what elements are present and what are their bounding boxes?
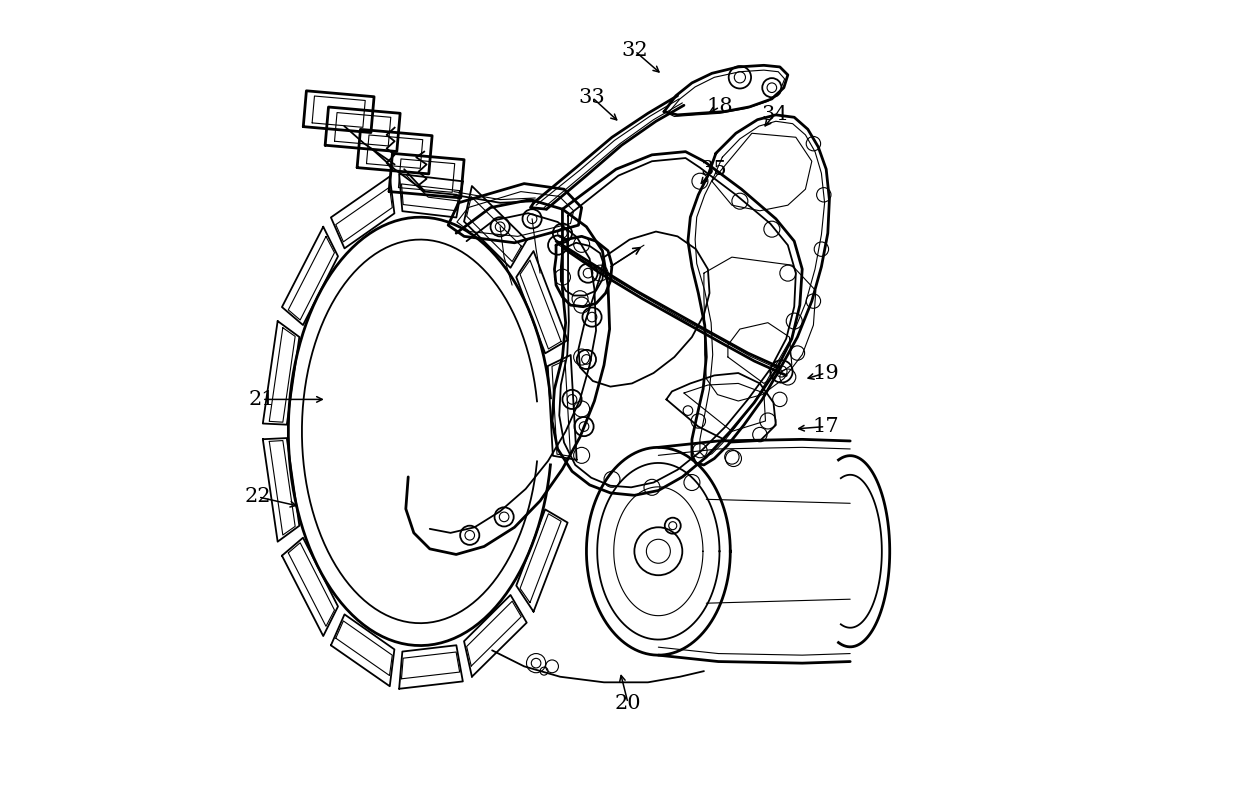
Text: 17: 17 <box>812 417 838 436</box>
Text: 19: 19 <box>812 363 838 383</box>
Text: 32: 32 <box>621 42 649 60</box>
Text: 20: 20 <box>615 694 641 713</box>
Text: 18: 18 <box>707 97 733 116</box>
Text: 21: 21 <box>249 390 275 409</box>
Text: 33: 33 <box>579 87 605 107</box>
Text: 34: 34 <box>761 105 787 124</box>
Text: 22: 22 <box>244 488 272 506</box>
Text: 35: 35 <box>701 160 727 179</box>
